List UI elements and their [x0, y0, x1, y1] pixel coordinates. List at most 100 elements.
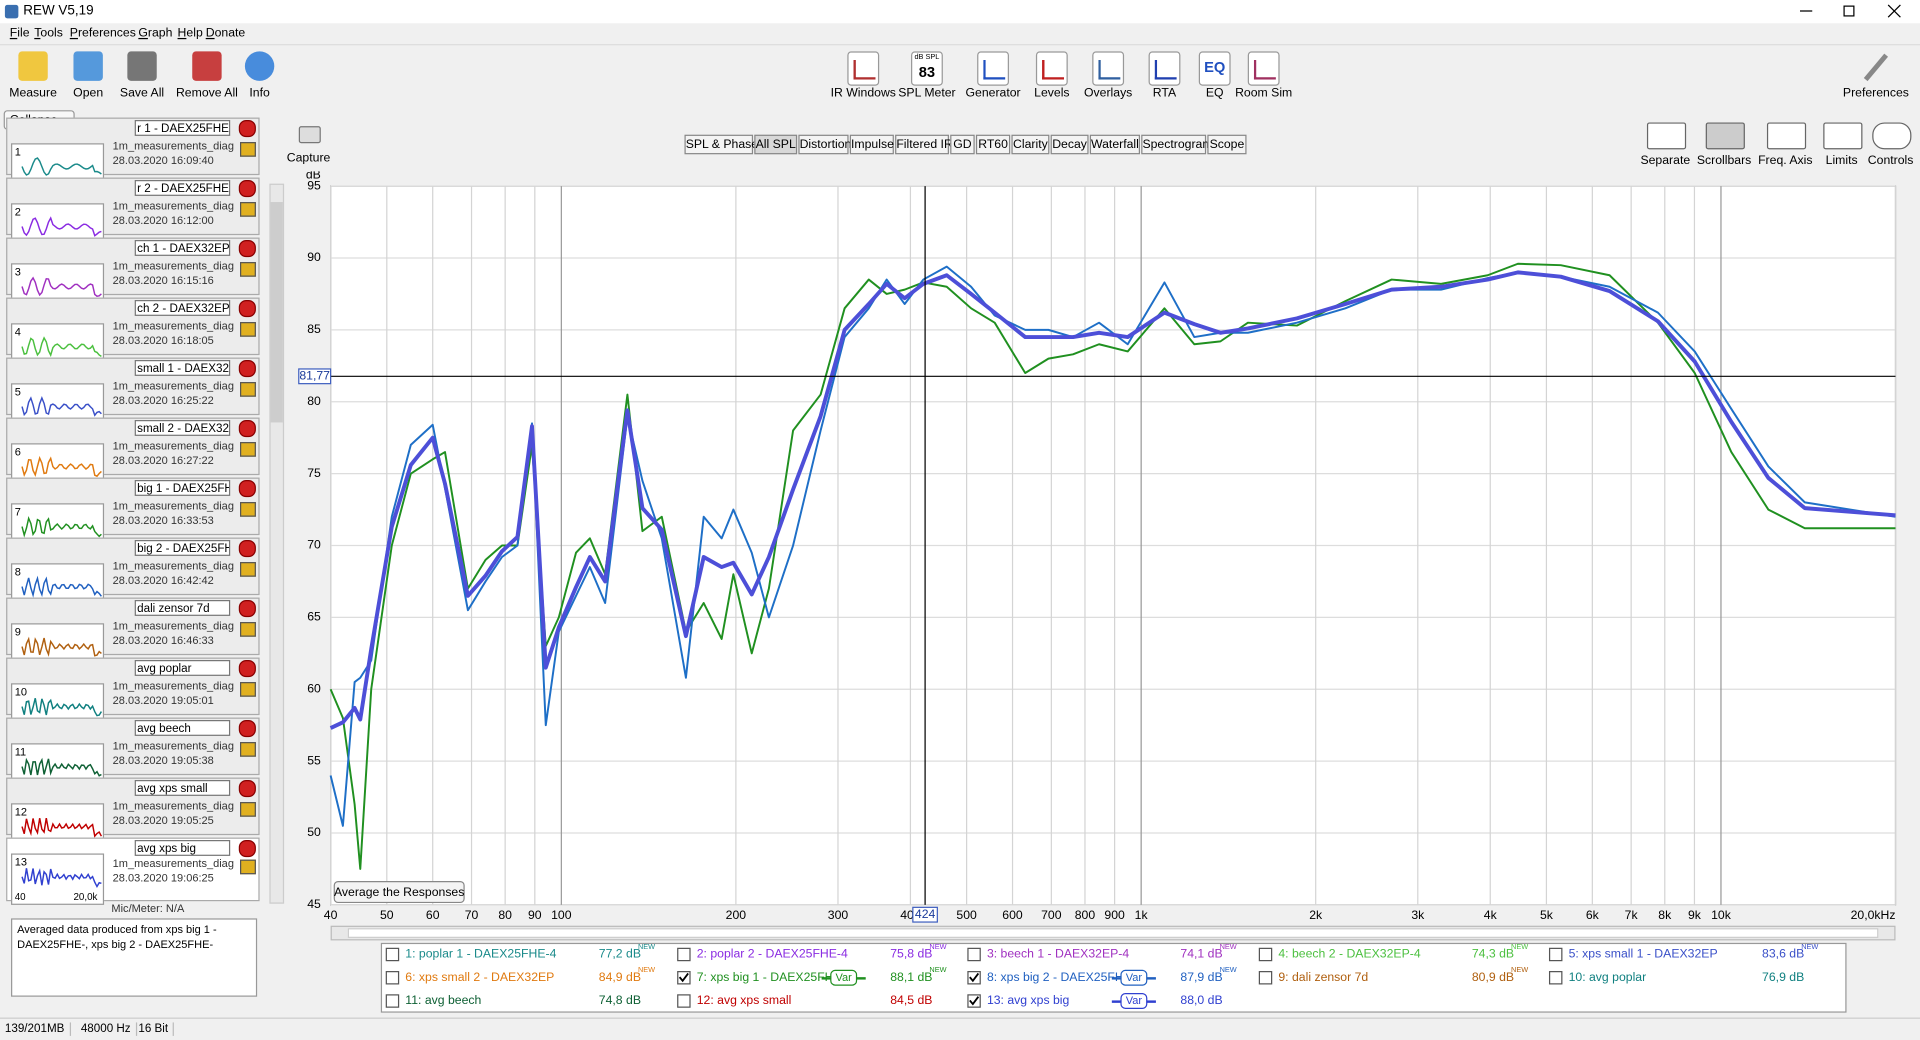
graph-tab[interactable]: Scope [1207, 134, 1247, 155]
measurement-name[interactable]: r 2 - DAEX25FHE-4 [134, 180, 231, 196]
menu-item[interactable]: Tools [34, 26, 63, 41]
measurement-icon[interactable] [240, 802, 256, 817]
remove-button[interactable] [238, 720, 256, 738]
remove-button[interactable] [238, 120, 256, 138]
measurement-name[interactable]: big 1 - DAEX25FHE- [134, 480, 231, 496]
graph-tab[interactable]: Clarity [1011, 134, 1050, 155]
measurement-item[interactable]: 44020,0kch 2 - DAEX32EP-41m_measurements… [6, 297, 260, 375]
toolbar-button[interactable]: RTA [1128, 49, 1201, 105]
graph-tab[interactable]: GD [950, 134, 975, 155]
measurement-icon[interactable] [240, 502, 256, 517]
measurement-name[interactable]: big 2 - DAEX25FHE- [134, 540, 231, 556]
remove-button[interactable] [238, 660, 256, 678]
toolbar-button[interactable]: Room Sim [1227, 49, 1300, 105]
legend-checkbox[interactable] [385, 947, 400, 962]
var-badge[interactable]: Var [1120, 969, 1148, 986]
measurement-item[interactable]: 84020,0kbig 2 - DAEX25FHE-1m_measurement… [6, 537, 260, 615]
legend-checkbox[interactable] [1258, 947, 1273, 962]
measurement-icon[interactable] [240, 742, 256, 757]
legend-checkbox[interactable] [1548, 947, 1563, 962]
graph-tab[interactable]: All SPL [754, 134, 798, 155]
toolbar-button[interactable]: IR Windows [827, 49, 900, 105]
spl-graph[interactable]: dB 45 50 55 60 65 70 75 80 85 90 95 40 50 60 70 80 90 100 2… [289, 171, 1920, 942]
remove-button[interactable] [238, 600, 256, 618]
remove-button[interactable] [238, 780, 256, 798]
legend-checkbox[interactable] [677, 994, 691, 1008]
toolbar-button[interactable]: Remove All [175, 49, 239, 105]
measurement-item[interactable]: 14020,0kr 1 - DAEX25FHE-41m_measurements… [6, 117, 260, 195]
measurement-icon[interactable] [240, 622, 256, 637]
graph-tool[interactable]: Controls [1856, 120, 1920, 169]
remove-button[interactable] [238, 420, 256, 438]
capture-button[interactable]: Capture [287, 122, 331, 166]
measurement-item[interactable]: 24020,0kr 2 - DAEX25FHE-41m_measurements… [6, 177, 260, 255]
measurement-name[interactable]: avg xps big [134, 840, 231, 856]
toolbar-button[interactable]: Overlays [1071, 49, 1144, 105]
measurement-icon[interactable] [240, 382, 256, 397]
graph-tab[interactable]: RT60 [975, 134, 1011, 155]
menu-item[interactable]: Help [177, 26, 203, 41]
remove-button[interactable] [238, 840, 256, 858]
measurement-name[interactable]: ch 2 - DAEX32EP-4 [134, 300, 231, 316]
legend-checkbox[interactable] [967, 947, 981, 962]
legend-checkbox[interactable] [1258, 971, 1273, 985]
graph-tool[interactable]: Scrollbars [1690, 120, 1759, 169]
graph-tab[interactable]: SPL & Phase [684, 134, 758, 155]
legend-checkbox[interactable] [385, 994, 400, 1008]
measurement-icon[interactable] [240, 682, 256, 697]
graph-tab[interactable]: Decay [1050, 134, 1089, 155]
graph-tab[interactable]: Spectrogram [1141, 134, 1213, 155]
graph-tab[interactable]: Distortion [798, 134, 851, 155]
window-controls[interactable] [1788, 0, 1920, 23]
legend-checkbox[interactable] [385, 971, 400, 985]
toolbar-button[interactable]: Save All [110, 49, 174, 105]
measurement-icon[interactable] [240, 142, 256, 157]
remove-button[interactable] [238, 300, 256, 318]
toolbar-button[interactable]: Generator [956, 49, 1029, 105]
graph-tool[interactable]: Limits [1807, 120, 1876, 169]
close[interactable] [1887, 4, 1901, 18]
measurement-name[interactable]: ch 1 - DAEX32EP-4 [134, 240, 231, 256]
graph-tab[interactable]: Impulse [849, 134, 894, 155]
menu-item[interactable]: Graph [138, 26, 173, 41]
measurement-name[interactable]: dali zensor 7d [134, 600, 231, 616]
menu-item[interactable]: Donate [205, 26, 246, 41]
maximize[interactable] [1843, 5, 1855, 17]
measurement-icon[interactable] [240, 859, 256, 875]
remove-button[interactable] [238, 360, 256, 378]
measurement-icon[interactable] [240, 202, 256, 217]
graph-tool[interactable]: Freq. Axis [1751, 120, 1820, 169]
graph-tab[interactable]: Waterfall [1089, 134, 1140, 155]
measurement-name[interactable]: small 1 - DAEX32EP [134, 360, 231, 376]
measurement-icon[interactable] [240, 442, 256, 457]
legend-checkbox[interactable] [677, 947, 691, 962]
measurement-icon[interactable] [240, 562, 256, 577]
measurement-name[interactable]: r 1 - DAEX25FHE-4 [134, 120, 231, 136]
legend-checkbox[interactable] [1548, 971, 1563, 985]
remove-button[interactable] [238, 540, 256, 558]
toolbar-button[interactable]: Open [56, 49, 120, 105]
measurement-item[interactable]: 74020,0kbig 1 - DAEX25FHE-1m_measurement… [6, 477, 260, 555]
toolbar-button[interactable]: Levels [1015, 49, 1088, 105]
menu-item[interactable]: Preferences [69, 26, 136, 41]
var-badge[interactable]: Var [830, 969, 858, 986]
measurement-name[interactable]: small 2 - DAEX32EP [134, 420, 231, 436]
toolbar-button[interactable]: EQ EQ [1178, 49, 1251, 105]
measurement-icon[interactable] [240, 322, 256, 337]
measurement-icon[interactable] [240, 262, 256, 277]
toolbar-button[interactable]: dB SPL 83 SPL Meter [890, 49, 963, 105]
graph-tool[interactable]: Separate [1631, 120, 1700, 169]
measurement-item[interactable]: 54020,0ksmall 1 - DAEX32EP1m_measurement… [6, 357, 260, 435]
measurement-name[interactable]: avg poplar [134, 660, 231, 676]
toolbar-button[interactable]: Preferences [1839, 49, 1912, 105]
graph-tab[interactable]: Filtered IR [895, 134, 953, 155]
measurement-name[interactable]: avg xps small [134, 780, 231, 796]
toolbar-button[interactable]: Info [228, 49, 292, 105]
measurement-item[interactable]: 13 40 20,0k avg xps big 1m_measurements_diag… [6, 837, 260, 905]
menu-item[interactable]: File [9, 26, 30, 41]
remove-button[interactable] [238, 240, 256, 258]
remove-button[interactable] [238, 180, 256, 198]
